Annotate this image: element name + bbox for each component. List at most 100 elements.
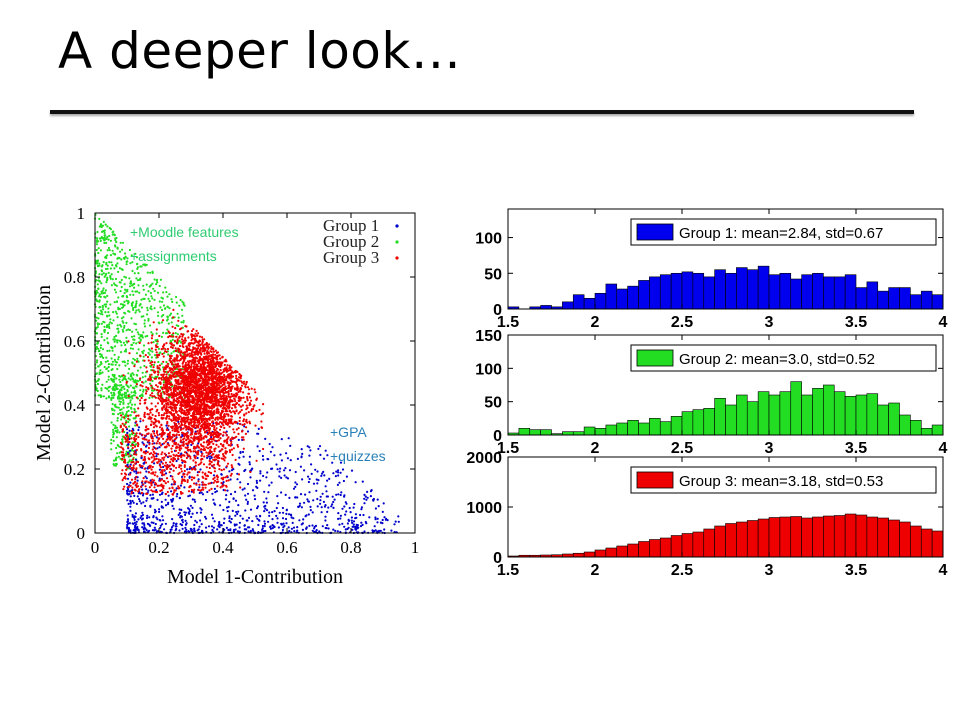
- scatter-point-group-2: [102, 356, 105, 359]
- scatter-point-group-3: [191, 350, 194, 353]
- scatter-point-group-3: [186, 360, 190, 363]
- scatter-point-group-1: [135, 472, 138, 475]
- scatter-point-group-1: [190, 443, 193, 446]
- scatter-point-group-3: [176, 342, 179, 345]
- scatter-point-group-2: [157, 314, 160, 317]
- scatter-point-group-3: [210, 347, 213, 350]
- scatter-point-group-1: [131, 513, 134, 517]
- scatter-point-group-1: [193, 523, 196, 527]
- scatter-point-group-1: [220, 473, 223, 476]
- scatter-point-group-2: [124, 343, 127, 347]
- scatter-point-group-3: [151, 430, 155, 433]
- scatter-point-group-2: [115, 436, 118, 439]
- scatter-point-group-2: [135, 302, 138, 305]
- scatter-point-group-3: [168, 464, 171, 467]
- scatter-point-group-3: [216, 394, 219, 397]
- scatter-point-group-3: [165, 412, 168, 415]
- scatter-point-group-3: [246, 395, 249, 399]
- scatter-point-group-2: [115, 386, 118, 389]
- scatter-point-group-1: [137, 518, 140, 521]
- scatter-point-group-1: [306, 498, 309, 501]
- scatter-point-group-2: [158, 284, 161, 288]
- scatter-point-group-3: [185, 404, 188, 407]
- scatter-point-group-1: [223, 517, 226, 520]
- scatter-point-group-3: [174, 449, 178, 452]
- scatter-point-group-3: [240, 405, 243, 408]
- scatter-point-group-2: [108, 234, 111, 238]
- scatter-point-group-1: [175, 522, 178, 525]
- scatter-point-group-3: [158, 377, 161, 380]
- scatter-point-group-1: [359, 525, 363, 528]
- scatter-point-group-1: [397, 515, 400, 518]
- scatter-point-group-3: [203, 352, 206, 355]
- scatter-point-group-3: [160, 348, 163, 351]
- scatter-point-group-3: [182, 386, 185, 389]
- scatter-point-group-3: [168, 355, 172, 358]
- scatter-point-group-2: [122, 385, 125, 388]
- scatter-point-group-2: [97, 365, 100, 368]
- scatter-point-group-2: [137, 348, 140, 351]
- scatter-point-group-3: [150, 384, 153, 387]
- scatter-point-group-2: [111, 264, 114, 267]
- scatter-point-group-3: [215, 443, 218, 446]
- scatter-point-group-2: [114, 310, 117, 313]
- scatter-point-group-1: [128, 493, 131, 496]
- scatter-point-group-2: [130, 343, 133, 346]
- scatter-point-group-1: [335, 470, 338, 473]
- scatter-point-group-1: [259, 479, 262, 482]
- scatter-point-group-1: [153, 442, 156, 445]
- scatter-point-group-1: [324, 485, 327, 488]
- scatter-point-group-1: [310, 472, 313, 475]
- scatter-point-group-1: [257, 427, 260, 430]
- scatter-point-group-3: [143, 359, 146, 362]
- scatter-point-group-2: [134, 385, 137, 388]
- scatter-point-group-1: [218, 523, 221, 526]
- scatter-point-group-1: [180, 452, 183, 455]
- scatter-point-group-2: [111, 368, 114, 371]
- scatter-point-group-2: [104, 305, 107, 308]
- scatter-point-group-3: [238, 416, 242, 419]
- scatter-point-group-1: [210, 525, 214, 528]
- scatter-point-group-2: [123, 252, 127, 255]
- scatter-point-group-3: [211, 400, 214, 403]
- scatter-point-group-2: [119, 241, 122, 244]
- scatter-point-group-1: [281, 528, 284, 532]
- scatter-point-group-2: [110, 396, 113, 399]
- scatter-point-group-1: [196, 529, 199, 532]
- scatter-point-group-3: [225, 395, 228, 398]
- slide-title: A deeper look…: [58, 22, 462, 80]
- scatter-point-group-1: [223, 528, 226, 531]
- scatter-point-group-3: [180, 392, 184, 395]
- scatter-point-group-3: [197, 340, 201, 343]
- scatter-point-group-1: [318, 445, 322, 448]
- scatter-point-group-3: [194, 450, 197, 453]
- scatter-point-group-3: [214, 421, 217, 424]
- scatter-point-group-3: [230, 464, 233, 467]
- scatter-point-group-1: [131, 515, 134, 518]
- scatter-point-group-1: [155, 455, 158, 458]
- scatter-point-group-3: [212, 458, 215, 461]
- scatter-point-group-3: [217, 422, 220, 425]
- scatter-point-group-3: [222, 404, 225, 407]
- scatter-point-group-2: [101, 264, 104, 267]
- scatter-point-group-3: [147, 413, 150, 416]
- scatter-point-group-2: [112, 432, 116, 435]
- scatter-point-group-2: [125, 450, 128, 453]
- scatter-point-group-2: [110, 261, 113, 264]
- scatter-point-group-2: [100, 269, 103, 272]
- scatter-point-group-2: [120, 384, 123, 387]
- scatter-point-group-3: [184, 337, 187, 340]
- scatter-point-group-3: [225, 377, 228, 380]
- scatter-point-group-2: [106, 331, 110, 335]
- scatter-point-group-3: [258, 408, 261, 411]
- scatter-point-group-3: [213, 450, 216, 453]
- scatter-point-group-3: [246, 421, 249, 424]
- scatter-point-group-3: [150, 456, 153, 459]
- scatter-point-group-1: [161, 523, 164, 526]
- scatter-point-group-2: [111, 233, 114, 236]
- scatter-point-group-1: [277, 526, 280, 529]
- scatter-point-group-2: [150, 305, 153, 308]
- scatter-point-group-3: [156, 356, 159, 359]
- scatter-point-group-2: [103, 303, 106, 306]
- scatter-point-group-1: [135, 470, 138, 473]
